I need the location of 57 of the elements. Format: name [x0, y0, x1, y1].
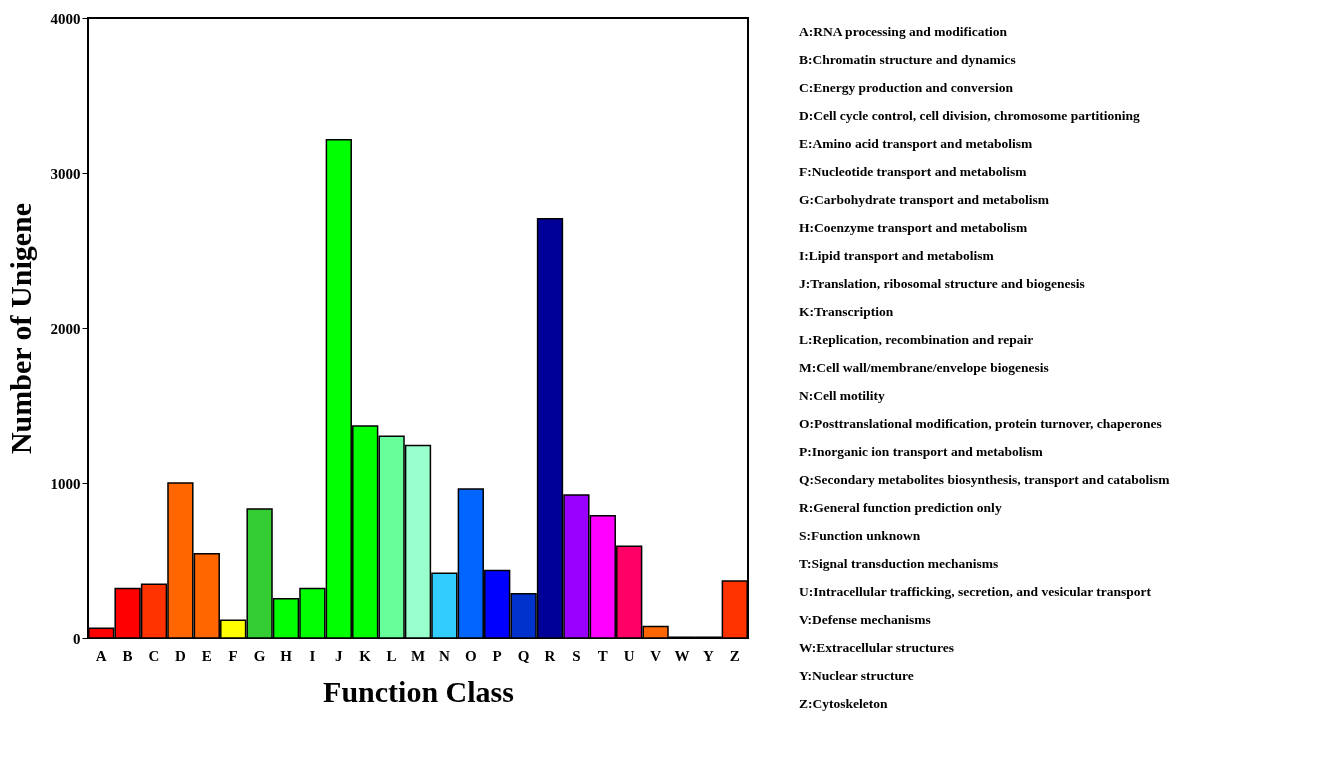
- y-tick-label: 4000: [50, 10, 81, 27]
- text: S:Function unknown: [799, 528, 921, 543]
- text: U:Intracellular trafficking, secretion, and vesicular transport: [799, 584, 1152, 599]
- x-tick-label: B: [122, 647, 133, 664]
- text: R:General function prediction only: [799, 500, 1002, 515]
- x-tick-label: W: [674, 647, 690, 664]
- text: I:Lipid transport and metabolism: [799, 248, 995, 263]
- text: L:Replication, recombination and repair: [799, 332, 1034, 347]
- x-tick-label: K: [359, 647, 372, 664]
- text: D:Cell cycle control, cell division, chromosome partitioning: [799, 108, 1140, 123]
- text: V:Defense mechanisms: [799, 612, 931, 627]
- text: Q:Secondary metabolites biosynthesis, transport and catabolism: [799, 472, 1171, 487]
- x-tick-label: H: [280, 647, 293, 664]
- y-tick-label: 1000: [50, 475, 81, 492]
- text: Y:Nuclear structure: [799, 668, 914, 683]
- x-tick-label: Z: [729, 647, 740, 664]
- x-tick-label: J: [335, 647, 344, 664]
- text: B:Chromatin structure and dynamics: [799, 52, 1016, 67]
- x-tick-label: Y: [702, 647, 714, 664]
- x-tick-label: T: [597, 647, 608, 664]
- text: C:Energy production and conversion: [799, 80, 1014, 95]
- x-tick-label: U: [623, 647, 635, 664]
- x-tick-label: G: [253, 647, 266, 664]
- x-tick-label: P: [492, 647, 502, 664]
- text: Z:Cytoskeleton: [799, 696, 888, 711]
- text: T:Signal transduction mechanisms: [799, 556, 999, 571]
- y-axis-title: Number of Unigene: [3, 202, 37, 455]
- x-tick-label: I: [309, 647, 316, 664]
- text: P:Inorganic ion transport and metabolism: [799, 444, 1044, 459]
- x-tick-label: V: [650, 647, 662, 664]
- y-tick-label: 0: [73, 630, 81, 647]
- x-tick-label: C: [148, 647, 160, 664]
- text: E:Amino acid transport and metabolism: [799, 136, 1034, 151]
- y-tick-label: 2000: [50, 320, 81, 337]
- x-tick-label: N: [438, 647, 450, 664]
- text: W:Extracellular structures: [799, 640, 955, 655]
- x-tick-label: F: [228, 647, 238, 664]
- text: M:Cell wall/membrane/envelope biogenesis: [799, 360, 1049, 375]
- text: O:Posttranslational modification, protein turnover, chaperones: [799, 416, 1162, 431]
- x-tick-label: L: [386, 647, 397, 664]
- text: G:Carbohydrate transport and metabolism: [799, 192, 1050, 207]
- x-tick-label: E: [201, 647, 212, 664]
- text: F:Nucleotide transport and metabolism: [799, 164, 1028, 179]
- text: J:Translation, ribosomal structure and biogenesis: [799, 276, 1085, 291]
- x-tick-label: A: [95, 647, 107, 664]
- text: K:Transcription: [799, 304, 894, 319]
- text: H:Coenzyme transport and metabolism: [799, 220, 1029, 235]
- x-tick-label: Q: [517, 647, 530, 664]
- x-tick-label: M: [410, 647, 426, 664]
- text: N:Cell motility: [799, 388, 886, 403]
- x-tick-label: D: [174, 647, 186, 664]
- x-tick-label: O: [464, 647, 477, 664]
- y-tick-label: 3000: [50, 165, 81, 182]
- x-tick-label: R: [544, 647, 556, 664]
- x-tick-label: S: [572, 647, 581, 664]
- text: A:RNA processing and modification: [799, 24, 1008, 39]
- x-axis-title: Function Class: [323, 674, 514, 708]
